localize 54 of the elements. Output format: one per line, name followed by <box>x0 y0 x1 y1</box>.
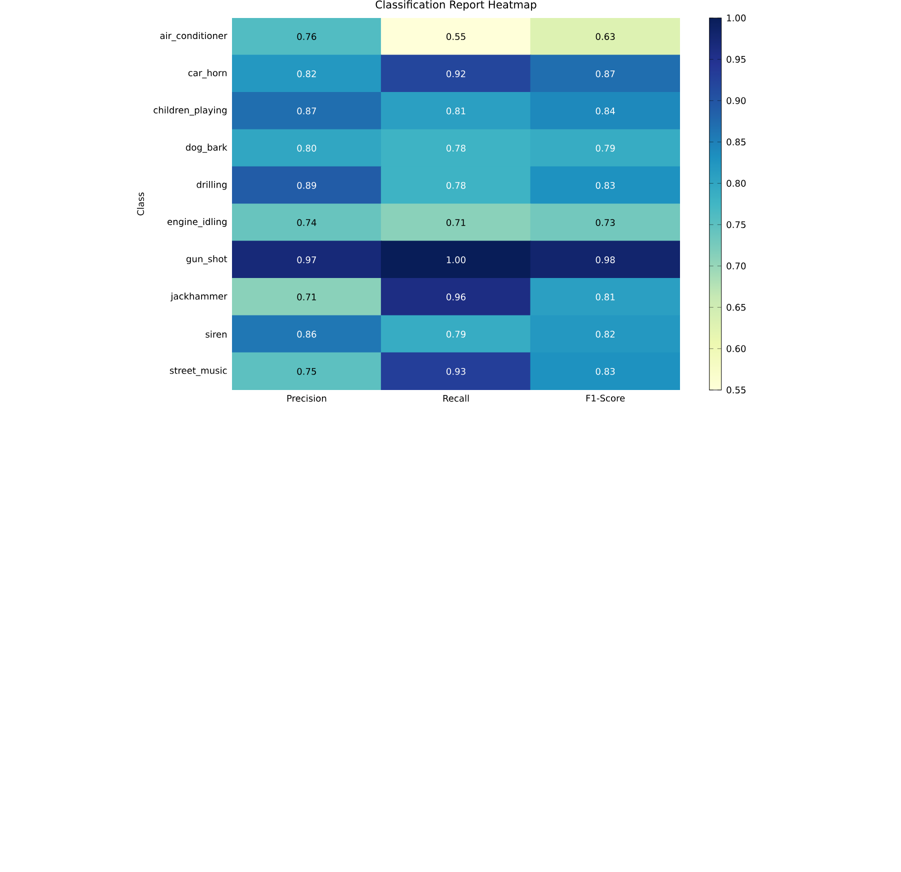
data-label: 0.87 <box>596 70 615 78</box>
data-label: 0.93 <box>446 368 466 375</box>
y-tick-label: gun_shot <box>186 255 228 264</box>
data-label: 0.79 <box>596 144 615 152</box>
data-label: 1.00 <box>446 256 466 264</box>
data-label: 0.71 <box>446 219 466 226</box>
data-label: 0.92 <box>446 70 466 78</box>
x-tick-label: Recall <box>443 394 469 402</box>
y-tick-label: dog_bark <box>186 144 228 153</box>
data-label: 0.78 <box>446 182 466 189</box>
chart-title: Classification Report Heatmap <box>376 0 536 11</box>
y-tick-label: car_horn <box>188 69 227 78</box>
y-tick-label: siren <box>206 330 227 338</box>
data-label: 0.71 <box>297 294 316 300</box>
data-label: 0.86 <box>297 330 316 338</box>
color-bar-label: 0.70 <box>726 262 746 270</box>
data-label: 0.82 <box>596 330 615 338</box>
data-label: 0.63 <box>596 33 615 40</box>
data-label: 0.83 <box>596 368 615 375</box>
data-label: 0.79 <box>446 330 466 338</box>
color-bar-label: 0.55 <box>726 386 746 394</box>
data-label: 0.81 <box>446 108 466 114</box>
color-bar-label: 0.80 <box>726 180 746 187</box>
color-bar-label: 0.85 <box>726 138 746 146</box>
color-bar-label: 0.60 <box>726 345 746 352</box>
data-label: 0.81 <box>596 294 615 300</box>
data-label: 0.73 <box>596 219 615 226</box>
color-bar-label: 0.90 <box>726 97 746 104</box>
data-label: 0.78 <box>446 144 466 152</box>
data-label: 0.80 <box>297 144 316 152</box>
y-tick-label: street_music <box>170 366 227 376</box>
y-tick-label: air_conditioner <box>160 32 228 42</box>
y-tick-label: jackhammer <box>170 292 228 302</box>
data-label: 0.83 <box>596 182 615 189</box>
data-label: 0.75 <box>297 368 316 375</box>
color-bar-label: 1.00 <box>727 14 746 22</box>
data-label: 0.98 <box>596 256 615 264</box>
data-label: 0.97 <box>297 256 316 264</box>
color-bar-label: 0.95 <box>726 56 746 63</box>
y-tick-label: engine_idling <box>168 218 226 228</box>
x-tick-label: F1-Score <box>586 394 625 402</box>
data-label: 0.74 <box>297 219 316 226</box>
data-label: 0.96 <box>446 294 466 300</box>
data-label: 0.89 <box>297 182 316 189</box>
y-tick-label: drilling <box>196 180 226 190</box>
data-label: 0.55 <box>446 33 466 40</box>
y-axis-title: Class <box>136 192 144 216</box>
data-label: 0.87 <box>297 108 316 114</box>
x-tick-label: Precision <box>287 394 326 402</box>
data-label: 0.82 <box>297 70 316 78</box>
y-tick-label: children_playing <box>154 106 226 116</box>
color-bar-label: 0.65 <box>726 304 746 311</box>
color-bar-label: 0.75 <box>726 221 746 228</box>
data-label: 0.76 <box>297 33 316 40</box>
